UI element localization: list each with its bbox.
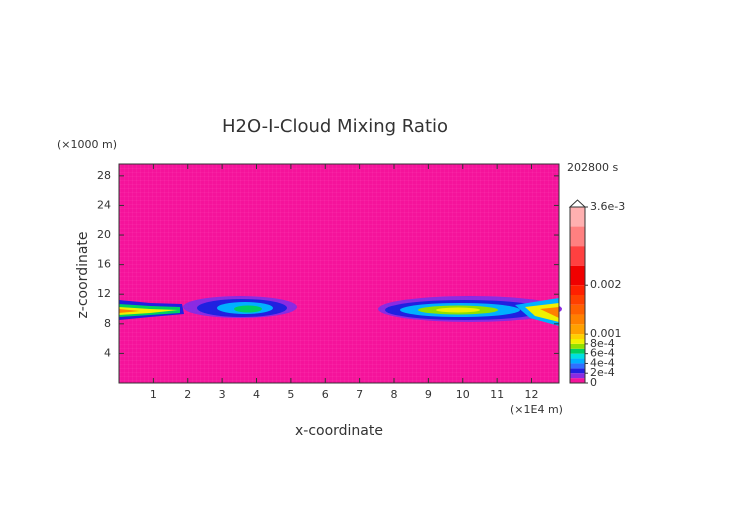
x-tick-label: 2 [184, 388, 191, 401]
y-tick-label: 8 [104, 317, 111, 330]
x-tick-label: 5 [287, 388, 294, 401]
colorbar-arrow [568, 199, 587, 208]
y-tick-label: 28 [97, 169, 111, 182]
y-axis-label: z-coordinate [75, 231, 91, 318]
y-tick-label: 12 [97, 287, 111, 300]
time-label: 202800 s [567, 161, 618, 174]
plot-grid-texture [119, 164, 559, 383]
x-tick-label: 9 [425, 388, 432, 401]
colorbar-level [570, 295, 585, 305]
x-axis-label: x-coordinate [295, 423, 383, 439]
y-tick-label: 24 [97, 198, 111, 211]
plot-frame [118, 163, 560, 384]
colorbar-tick-label: 2e-4 [590, 366, 615, 379]
x-tick-label: 8 [391, 388, 398, 401]
colorbar-level [570, 363, 585, 369]
colorbar-level [570, 358, 585, 364]
cloud-region [119, 309, 140, 313]
colorbar-level [570, 343, 585, 349]
x-unit: (×1E4 m) [510, 403, 563, 416]
colorbar-outline [569, 206, 586, 384]
cloud-region [525, 303, 559, 322]
cloud-region [119, 307, 178, 315]
cloud-region [540, 307, 559, 318]
colorbar-level [570, 348, 585, 354]
colorbar-level [570, 373, 585, 379]
colorbar-tick-label: 3.6e-3 [590, 200, 625, 213]
colorbar-level [570, 324, 585, 335]
x-tick-label: 6 [322, 388, 329, 401]
colorbar-level [570, 334, 585, 339]
colorbar-level [570, 285, 585, 295]
colorbar-level [570, 368, 585, 374]
colorbar-tick-label: 6e-4 [590, 347, 615, 360]
y-tick-label: 4 [104, 346, 111, 359]
x-tick-label: 7 [356, 388, 363, 401]
cloud-region [234, 305, 262, 313]
colorbar-level [570, 314, 585, 325]
colorbar-level [570, 353, 585, 359]
x-tick-label: 1 [150, 388, 157, 401]
y-tick-label: 16 [97, 258, 111, 271]
colorbar-level [570, 339, 585, 344]
colorbar-tick-label: 0.002 [590, 278, 622, 291]
y-unit: (×1000 m) [57, 138, 117, 151]
x-tick-label: 11 [490, 388, 504, 401]
x-tick-label: 10 [456, 388, 470, 401]
chart-title: H2O-I-Cloud Mixing Ratio [222, 116, 448, 137]
colorbar-tick-label: 0 [590, 376, 597, 389]
colorbar-tick-label: 4e-4 [590, 356, 615, 369]
colorbar-level [570, 226, 585, 247]
x-tick-label: 4 [253, 388, 260, 401]
x-tick-label: 12 [525, 388, 539, 401]
cloud-field [119, 296, 562, 326]
y-tick-label: 20 [97, 228, 111, 241]
colorbar-level [570, 246, 585, 266]
colorbar-level [570, 265, 585, 286]
colorbar-tick-label: 0.001 [590, 327, 622, 340]
colorbar-tick-label: 8e-4 [590, 337, 615, 350]
x-tick-label: 3 [219, 388, 226, 401]
colorbar-level [570, 304, 585, 315]
colorbar-level [570, 207, 585, 227]
cloud-region [436, 307, 480, 313]
colorbar-level [570, 378, 585, 383]
